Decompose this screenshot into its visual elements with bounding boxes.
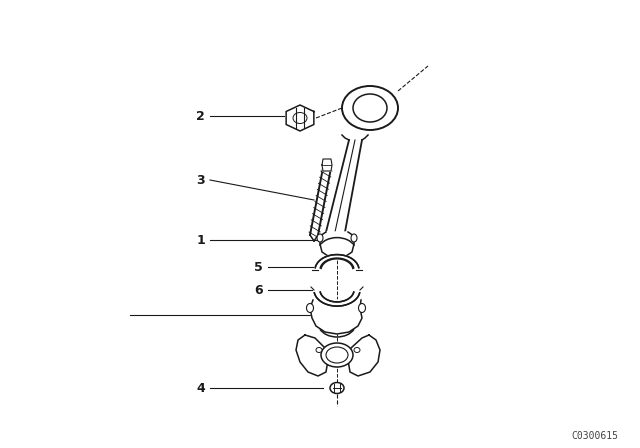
Polygon shape — [314, 292, 360, 306]
Text: 5: 5 — [254, 260, 263, 273]
Text: C0300615: C0300615 — [571, 431, 618, 441]
Ellipse shape — [354, 348, 360, 353]
Text: 3: 3 — [196, 173, 205, 186]
Polygon shape — [296, 335, 328, 376]
Text: 6: 6 — [254, 284, 263, 297]
Ellipse shape — [353, 94, 387, 122]
Ellipse shape — [330, 383, 344, 393]
Ellipse shape — [307, 303, 314, 313]
Polygon shape — [348, 335, 380, 376]
Polygon shape — [310, 300, 362, 334]
Ellipse shape — [342, 86, 398, 130]
Polygon shape — [286, 105, 314, 131]
Ellipse shape — [316, 348, 322, 353]
Ellipse shape — [317, 234, 323, 242]
Polygon shape — [320, 232, 354, 258]
Ellipse shape — [358, 303, 365, 313]
Ellipse shape — [351, 234, 357, 242]
Text: 4: 4 — [196, 382, 205, 395]
Polygon shape — [315, 254, 359, 269]
Polygon shape — [322, 159, 332, 171]
Ellipse shape — [321, 343, 353, 367]
Polygon shape — [326, 140, 362, 232]
Text: 1: 1 — [196, 233, 205, 246]
Text: 2: 2 — [196, 109, 205, 122]
